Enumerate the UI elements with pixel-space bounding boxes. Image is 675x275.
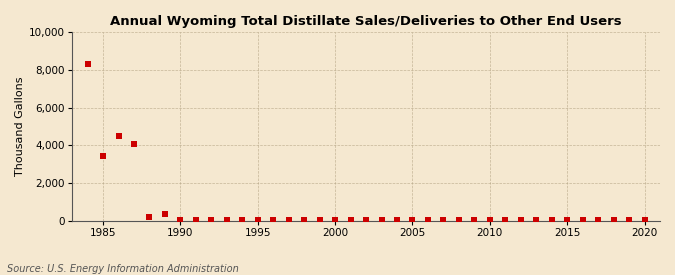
Point — [438, 218, 449, 223]
Point — [268, 218, 279, 223]
Point — [376, 218, 387, 223]
Point — [299, 218, 310, 223]
Y-axis label: Thousand Gallons: Thousand Gallons — [15, 77, 25, 176]
Point — [237, 218, 248, 223]
Point — [562, 218, 572, 223]
Point — [284, 218, 294, 223]
Point — [500, 218, 511, 223]
Point — [252, 218, 263, 223]
Point — [485, 218, 495, 223]
Point — [144, 215, 155, 219]
Point — [577, 218, 588, 223]
Point — [360, 218, 371, 223]
Point — [531, 218, 541, 223]
Title: Annual Wyoming Total Distillate Sales/Deliveries to Other End Users: Annual Wyoming Total Distillate Sales/De… — [110, 15, 622, 28]
Point — [98, 154, 109, 158]
Point — [175, 218, 186, 223]
Point — [624, 218, 634, 223]
Point — [206, 218, 217, 223]
Text: Source: U.S. Energy Information Administration: Source: U.S. Energy Information Administ… — [7, 264, 238, 274]
Point — [593, 218, 603, 223]
Point — [516, 218, 526, 223]
Point — [454, 218, 464, 223]
Point — [113, 134, 124, 138]
Point — [315, 218, 325, 223]
Point — [608, 218, 619, 223]
Point — [221, 218, 232, 223]
Point — [129, 141, 140, 146]
Point — [469, 218, 480, 223]
Point — [546, 218, 557, 223]
Point — [392, 218, 402, 223]
Point — [82, 62, 93, 66]
Point — [345, 218, 356, 223]
Point — [407, 218, 418, 223]
Point — [423, 218, 433, 223]
Point — [329, 218, 340, 223]
Point — [190, 218, 201, 223]
Point — [159, 212, 170, 217]
Point — [639, 218, 650, 223]
